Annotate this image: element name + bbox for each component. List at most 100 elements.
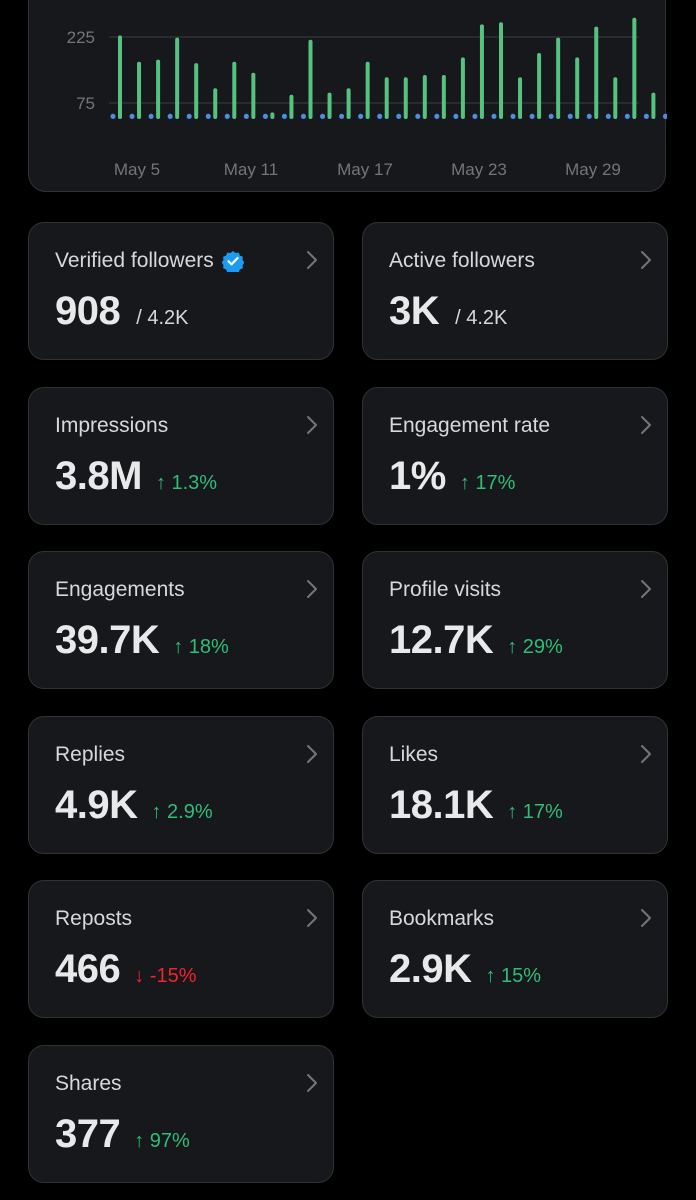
green-bar bbox=[422, 75, 427, 119]
blue-bar bbox=[358, 113, 364, 119]
stat-change: ↑ 17% bbox=[459, 472, 516, 494]
stat-label: Replies bbox=[55, 743, 126, 766]
blue-bar bbox=[110, 113, 116, 119]
blue-bar bbox=[243, 113, 249, 119]
green-bar bbox=[518, 77, 523, 119]
blue-bar bbox=[567, 113, 573, 119]
stat-value: 39.7K bbox=[55, 618, 160, 662]
blue-bar bbox=[262, 113, 268, 119]
green-bar bbox=[556, 37, 561, 119]
stat-change: ↑ 15% bbox=[485, 965, 542, 987]
stat-change: ↓ -15% bbox=[134, 965, 197, 987]
green-bar bbox=[137, 61, 142, 119]
stat-card-shares[interactable]: Shares 377 ↑ 97% bbox=[28, 1045, 334, 1183]
stat-label: Bookmarks bbox=[389, 907, 495, 930]
stat-card-reposts[interactable]: Reposts 466 ↓ -15% bbox=[28, 880, 334, 1018]
green-bar bbox=[365, 61, 370, 119]
verified-badge-icon bbox=[221, 251, 244, 272]
stat-label: Verified followers bbox=[55, 249, 214, 272]
x-tick-label: May 17 bbox=[337, 160, 393, 179]
green-bar bbox=[251, 72, 256, 119]
blue-bar bbox=[434, 113, 440, 119]
blue-bar bbox=[491, 113, 497, 119]
stat-value: 466 bbox=[55, 947, 121, 991]
stat-card-profile-visits[interactable]: Profile visits 12.7K ↑ 29% bbox=[362, 551, 668, 689]
blue-bar bbox=[167, 113, 173, 119]
stat-label: Engagements bbox=[55, 578, 185, 601]
blue-bar bbox=[339, 113, 345, 119]
blue-bar bbox=[624, 113, 630, 119]
analytics-chart-card: 225 75 May 5 May 11 May 17 May 23 May 29 bbox=[28, 0, 667, 192]
x-tick-label: May 23 bbox=[451, 160, 507, 179]
stat-change: ↑ 2.9% bbox=[151, 801, 213, 823]
blue-bar bbox=[224, 113, 230, 119]
blue-bar bbox=[301, 113, 306, 119]
green-bar bbox=[594, 26, 599, 119]
stat-value: 2.9K bbox=[389, 947, 472, 991]
stat-value: 1% bbox=[389, 454, 446, 498]
stat-label: Likes bbox=[389, 743, 439, 766]
stat-card-verified-followers[interactable]: Verified followers 908 / 4.2K bbox=[28, 222, 334, 360]
stat-value: 3.8M bbox=[55, 454, 142, 498]
stat-label: Active followers bbox=[389, 249, 535, 272]
blue-bar bbox=[281, 113, 287, 119]
green-bar bbox=[499, 22, 503, 120]
green-bar bbox=[270, 112, 275, 119]
blue-bar bbox=[148, 113, 154, 119]
stat-card-impressions[interactable]: Impressions 3.8M ↑ 1.3% bbox=[28, 387, 334, 525]
stat-card-likes[interactable]: Likes 18.1K ↑ 17% bbox=[362, 716, 668, 854]
green-bar bbox=[575, 57, 580, 119]
blue-bar bbox=[643, 113, 649, 119]
stat-label: Shares bbox=[55, 1072, 122, 1095]
chevron-right-icon bbox=[307, 909, 317, 927]
blue-bar bbox=[129, 113, 135, 119]
green-bar bbox=[232, 61, 237, 119]
stat-card-active-followers[interactable]: Active followers 3K / 4.2K bbox=[362, 222, 668, 360]
green-bar bbox=[479, 24, 484, 119]
green-bar bbox=[346, 88, 351, 119]
green-bar bbox=[156, 59, 161, 119]
chevron-right-icon bbox=[641, 251, 651, 269]
blue-bar bbox=[586, 113, 592, 119]
stat-change: ↑ 18% bbox=[173, 636, 229, 658]
green-bar bbox=[175, 37, 180, 119]
blue-bar bbox=[605, 113, 611, 119]
blue-bar bbox=[548, 113, 554, 119]
chevron-right-icon bbox=[641, 909, 651, 927]
y-tick-label: 225 bbox=[67, 28, 95, 47]
blue-bar bbox=[186, 113, 192, 119]
chevron-right-icon bbox=[641, 745, 651, 763]
stat-card-replies[interactable]: Replies 4.9K ↑ 2.9% bbox=[28, 716, 334, 854]
stat-change: ↑ 17% bbox=[507, 801, 563, 823]
stat-card-engagement-rate[interactable]: Engagement rate 1% ↑ 17% bbox=[362, 387, 668, 525]
blue-bar bbox=[529, 113, 535, 119]
stat-card-bookmarks[interactable]: Bookmarks 2.9K ↑ 15% bbox=[362, 880, 668, 1018]
chevron-right-icon bbox=[641, 416, 651, 434]
green-bar bbox=[308, 39, 313, 119]
green-bar bbox=[632, 17, 637, 119]
x-tick-label: May 11 bbox=[224, 160, 279, 179]
stat-label: Reposts bbox=[55, 907, 133, 930]
blue-bar bbox=[415, 113, 421, 119]
chevron-right-icon bbox=[641, 580, 651, 598]
stat-total: / 4.2K bbox=[455, 307, 508, 329]
green-bar bbox=[651, 92, 656, 119]
blue-bar bbox=[472, 113, 478, 119]
stat-change: ↑ 29% bbox=[507, 636, 563, 658]
stat-card-engagements[interactable]: Engagements 39.7K ↑ 18% bbox=[28, 551, 334, 689]
y-tick-label: 75 bbox=[76, 94, 95, 113]
blue-bar bbox=[662, 113, 667, 119]
analytics-bar-chart: 225 75 May 5 May 11 May 17 May 23 May 29 bbox=[67, 17, 667, 179]
green-bar bbox=[327, 92, 332, 119]
x-tick-label: May 5 bbox=[114, 160, 160, 179]
blue-bar bbox=[377, 113, 383, 119]
stat-change: ↑ 97% bbox=[134, 1130, 190, 1152]
chevron-right-icon bbox=[307, 1074, 317, 1092]
chevron-right-icon bbox=[307, 745, 317, 763]
stat-value: 12.7K bbox=[389, 618, 494, 662]
stat-value: 4.9K bbox=[55, 783, 138, 827]
stat-value: 18.1K bbox=[389, 783, 494, 827]
chevron-right-icon bbox=[307, 416, 317, 434]
stat-total: / 4.2K bbox=[136, 307, 189, 329]
green-bar bbox=[403, 77, 408, 119]
